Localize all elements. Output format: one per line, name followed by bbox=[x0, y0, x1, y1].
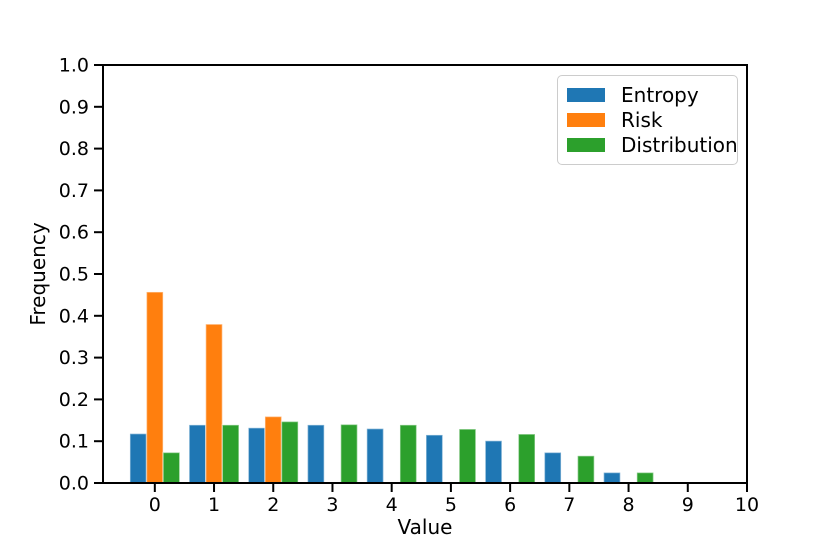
bar-distribution-x6 bbox=[517, 433, 536, 484]
legend-swatch-entropy bbox=[567, 87, 605, 102]
legend-swatch-distribution bbox=[567, 138, 605, 153]
legend-item-risk: Risk bbox=[567, 107, 728, 132]
bar-entropy-x3 bbox=[306, 424, 325, 484]
y-tick-label: 0.2 bbox=[59, 389, 89, 411]
bar-entropy-x0 bbox=[129, 432, 148, 484]
y-tick-label: 0.9 bbox=[59, 96, 89, 118]
y-tick-label: 0.4 bbox=[59, 305, 89, 327]
bar-distribution-x4 bbox=[399, 424, 418, 484]
bar-distribution-x2 bbox=[280, 420, 299, 484]
bar-entropy-x8 bbox=[602, 471, 621, 484]
bar-entropy-x1 bbox=[188, 424, 207, 484]
x-tick-label: 2 bbox=[267, 494, 279, 516]
x-tick-label: 3 bbox=[326, 494, 338, 516]
bar-entropy-x7 bbox=[543, 451, 562, 484]
bar-entropy-x6 bbox=[484, 440, 503, 484]
bar-entropy-x2 bbox=[247, 427, 266, 484]
x-tick-label: 1 bbox=[208, 494, 220, 516]
legend-label-distribution: Distribution bbox=[621, 133, 738, 158]
y-tick-label: 1.0 bbox=[59, 55, 89, 77]
y-tick-label: 0.7 bbox=[59, 180, 89, 202]
x-tick-label: 5 bbox=[445, 494, 457, 516]
bar-distribution-x5 bbox=[458, 428, 477, 484]
x-tick-label: 4 bbox=[386, 494, 398, 516]
legend-label-risk: Risk bbox=[621, 107, 663, 132]
legend-swatch-risk bbox=[567, 112, 605, 127]
bar-distribution-x3 bbox=[340, 423, 359, 484]
y-tick-label: 0.6 bbox=[59, 222, 89, 244]
y-tick-label: 0.1 bbox=[59, 431, 89, 453]
bar-distribution-x7 bbox=[576, 455, 595, 484]
legend-label-entropy: Entropy bbox=[621, 82, 699, 107]
bar-entropy-x4 bbox=[366, 427, 385, 484]
bar-risk-x0 bbox=[145, 291, 164, 484]
bar-distribution-x0 bbox=[162, 451, 181, 484]
legend: Entropy Risk Distribution bbox=[557, 75, 738, 165]
x-tick-label: 8 bbox=[623, 494, 635, 516]
x-tick-label: 6 bbox=[504, 494, 516, 516]
bar-entropy-x5 bbox=[425, 434, 444, 484]
y-tick-label: 0.3 bbox=[59, 347, 89, 369]
x-tick-label: 0 bbox=[149, 494, 161, 516]
x-tick-label: 7 bbox=[563, 494, 575, 516]
bar-distribution-x1 bbox=[221, 424, 240, 484]
y-tick-label: 0.0 bbox=[59, 473, 89, 495]
y-tick-label: 0.5 bbox=[59, 264, 89, 286]
x-tick-label: 9 bbox=[682, 494, 694, 516]
legend-item-distribution: Distribution bbox=[567, 133, 738, 158]
plot-border bbox=[102, 64, 748, 484]
bar-risk-x2 bbox=[264, 415, 283, 484]
x-tick-label: 10 bbox=[735, 494, 759, 516]
x-axis-label: Value bbox=[397, 515, 453, 539]
bar-risk-x1 bbox=[205, 323, 224, 484]
y-tick-label: 0.8 bbox=[59, 138, 89, 160]
bar-distribution-x8 bbox=[636, 471, 655, 484]
y-axis-label: Frequency bbox=[26, 222, 50, 326]
legend-item-entropy: Entropy bbox=[567, 82, 728, 107]
